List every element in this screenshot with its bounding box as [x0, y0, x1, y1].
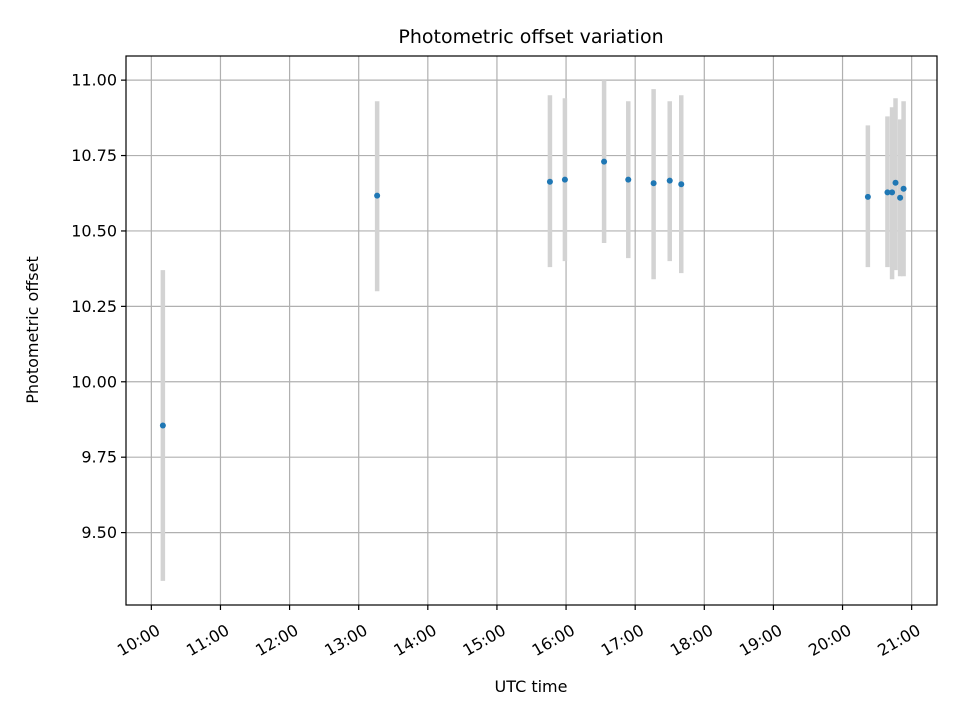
data-point	[892, 179, 899, 186]
data-point	[159, 422, 166, 429]
data-point	[666, 177, 673, 184]
y-tick-label: 9.50	[81, 523, 117, 542]
data-point	[897, 194, 904, 201]
plot-area-frame	[125, 55, 938, 606]
y-tick-label: 10.25	[71, 297, 117, 316]
y-axis-ticks: 9.50 9.75 10.00 10.25 10.50 10.75 11.00	[71, 71, 126, 542]
chart-title: Photometric offset variation	[398, 26, 663, 48]
data-points	[159, 158, 907, 429]
data-point	[884, 189, 891, 196]
data-point	[561, 176, 568, 183]
y-tick-label: 11.00	[71, 71, 117, 90]
data-point	[601, 158, 608, 165]
y-axis-title: Photometric offset	[23, 256, 42, 404]
data-point	[864, 193, 871, 200]
grid-lines	[126, 56, 937, 605]
y-tick-label: 10.50	[71, 221, 117, 240]
y-tick-label: 10.00	[71, 372, 117, 391]
y-tick-label: 10.75	[71, 146, 117, 165]
data-point	[625, 176, 632, 183]
data-point	[678, 181, 685, 188]
data-point	[900, 185, 907, 192]
data-point	[374, 192, 381, 199]
data-point	[546, 178, 553, 185]
data-point	[650, 180, 657, 187]
y-tick-label: 9.75	[81, 448, 117, 467]
data-point	[889, 189, 896, 196]
x-axis-title: UTC time	[495, 677, 568, 696]
